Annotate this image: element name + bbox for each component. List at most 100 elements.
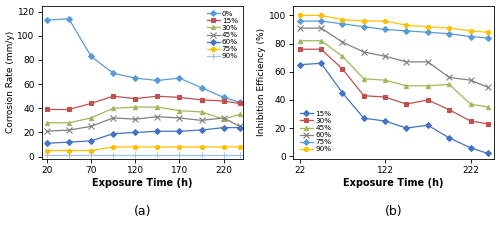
- 15%: [220, 100, 226, 103]
- 15%: [110, 95, 116, 98]
- 75%: [382, 28, 388, 31]
- 15%: [236, 102, 242, 105]
- 30%: [66, 121, 72, 124]
- Line: 75%: 75%: [298, 19, 490, 40]
- 45%: [382, 79, 388, 82]
- 15%: [425, 124, 431, 127]
- 75%: [404, 29, 409, 32]
- 30%: [44, 121, 50, 124]
- 75%: [220, 145, 226, 148]
- 75%: [296, 20, 302, 22]
- 30%: [361, 94, 367, 97]
- 90%: [446, 27, 452, 30]
- 15%: [44, 108, 50, 111]
- X-axis label: Exposure Time (h): Exposure Time (h): [344, 178, 444, 188]
- 45%: [44, 130, 50, 133]
- 60%: [484, 86, 490, 89]
- 15%: [340, 91, 345, 94]
- 45%: [446, 83, 452, 86]
- 15%: [88, 102, 94, 105]
- Line: 75%: 75%: [44, 145, 242, 153]
- 0%: [176, 77, 182, 80]
- 15%: [154, 95, 160, 98]
- 75%: [236, 145, 242, 148]
- 45%: [361, 77, 367, 80]
- 30%: [382, 96, 388, 99]
- 90%: [296, 14, 302, 17]
- 30%: [468, 120, 473, 123]
- 30%: [220, 118, 226, 121]
- 0%: [236, 101, 242, 104]
- 45%: [132, 118, 138, 121]
- 15%: [198, 98, 204, 101]
- 0%: [132, 77, 138, 80]
- 60%: [382, 55, 388, 58]
- 15%: [132, 97, 138, 100]
- Line: 45%: 45%: [44, 114, 242, 134]
- 75%: [176, 145, 182, 148]
- 75%: [88, 149, 94, 152]
- 60%: [340, 41, 345, 44]
- 60%: [66, 141, 72, 144]
- Legend: 0%, 15%, 30%, 45%, 60%, 75%, 90%: 0%, 15%, 30%, 45%, 60%, 75%, 90%: [206, 9, 240, 61]
- Y-axis label: Corrosion Rate (mm/y): Corrosion Rate (mm/y): [6, 31, 15, 133]
- 75%: [318, 20, 324, 22]
- 75%: [361, 25, 367, 28]
- Line: 30%: 30%: [298, 47, 490, 126]
- 75%: [484, 37, 490, 40]
- 45%: [176, 117, 182, 120]
- 90%: [176, 154, 182, 157]
- 45%: [66, 128, 72, 131]
- Line: 60%: 60%: [297, 25, 490, 90]
- 15%: [66, 108, 72, 111]
- 0%: [154, 79, 160, 82]
- 0%: [88, 55, 94, 58]
- 90%: [425, 25, 431, 28]
- 90%: [198, 154, 204, 157]
- 45%: [110, 117, 116, 120]
- 60%: [425, 61, 431, 63]
- 30%: [425, 98, 431, 101]
- 60%: [296, 27, 302, 30]
- 60%: [361, 51, 367, 54]
- 30%: [110, 107, 116, 110]
- 60%: [88, 139, 94, 142]
- 75%: [132, 145, 138, 148]
- Text: (b): (b): [385, 205, 402, 218]
- 90%: [132, 154, 138, 157]
- 75%: [66, 149, 72, 152]
- 45%: [236, 125, 242, 128]
- 90%: [220, 154, 226, 157]
- 45%: [484, 105, 490, 108]
- 75%: [44, 149, 50, 152]
- 60%: [220, 126, 226, 129]
- 15%: [404, 126, 409, 129]
- 15%: [468, 146, 473, 149]
- 90%: [340, 18, 345, 21]
- 0%: [44, 19, 50, 21]
- 75%: [468, 35, 473, 38]
- 30%: [132, 105, 138, 108]
- 45%: [88, 125, 94, 128]
- 75%: [110, 145, 116, 148]
- 90%: [154, 154, 160, 157]
- 30%: [484, 122, 490, 125]
- 75%: [198, 145, 204, 148]
- 45%: [296, 39, 302, 42]
- 0%: [66, 17, 72, 20]
- Line: 90%: 90%: [298, 13, 490, 34]
- Line: 15%: 15%: [44, 94, 242, 112]
- 60%: [198, 128, 204, 131]
- 75%: [425, 31, 431, 34]
- 15%: [296, 63, 302, 66]
- 30%: [88, 117, 94, 120]
- 60%: [236, 126, 242, 129]
- 15%: [176, 96, 182, 99]
- 60%: [154, 130, 160, 133]
- 30%: [404, 103, 409, 106]
- 15%: [446, 136, 452, 139]
- 75%: [340, 22, 345, 25]
- 45%: [154, 115, 160, 118]
- 90%: [66, 154, 72, 157]
- 90%: [110, 154, 116, 157]
